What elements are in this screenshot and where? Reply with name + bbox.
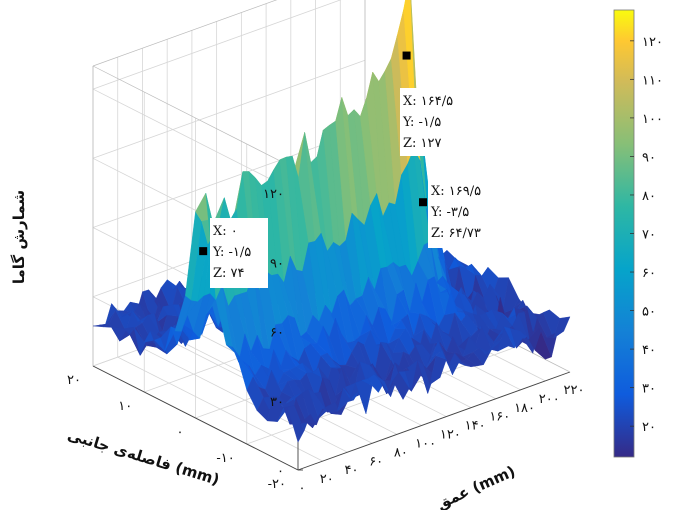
datatip-text: X: ۰ — [213, 224, 238, 239]
z-tick-label: ۳۰ — [270, 395, 284, 410]
colorbar: ۲۰ ۳۰ ۴۰ ۵۰ ۶۰ ۷۰ ۸۰ ۹۰ ۱۰۰ ۱۱۰ ۱۲۰ — [613, 9, 663, 458]
x-tick-label: ۱۴۰ — [465, 419, 486, 434]
x-tick-label: ۱۲۰ — [440, 428, 461, 443]
surface-patch — [355, 380, 373, 415]
datatip-text: X: ۱۶۴/۵ — [403, 94, 453, 109]
z-axis-title: شمارش گاما — [10, 190, 28, 284]
y-tick-label: ۲۰ — [67, 373, 81, 388]
colorbar-tick-label: ۳۰ — [642, 382, 656, 397]
datatip: X: ۰ Y: -۱/۵ Z: ۷۴ — [199, 218, 268, 288]
x-tick-label: ۴۰ — [344, 463, 358, 478]
z-tick-label: ۰ — [277, 464, 284, 479]
colorbar-tick-label: ۱۰۰ — [642, 112, 663, 127]
colorbar-tick-label: ۱۲۰ — [642, 35, 663, 50]
x-tick-label: ۲۰۰ — [539, 392, 560, 407]
datatip-text: X: ۱۶۹/۵ — [431, 184, 481, 199]
colorbar-tick-label: ۸۰ — [642, 189, 656, 204]
colorbar-tick-label: ۴۰ — [642, 343, 656, 358]
datatip-text: Y: -۱/۵ — [212, 245, 251, 260]
y-tick-label: -۱۰ — [216, 451, 234, 466]
datatip: X: ۱۶۴/۵ Y: -۱/۵ Z: ۱۲۷ — [400, 51, 460, 156]
colorbar-tick-label: ۵۰ — [642, 305, 656, 320]
axis-line — [92, 65, 299, 171]
x-axis-title: عمق (mm) — [434, 462, 518, 510]
colorbar-tick-label: ۱۱۰ — [642, 73, 663, 88]
colorbar-tick-label: ۲۰ — [642, 420, 656, 435]
colorbar-tick-label: ۹۰ — [642, 150, 656, 165]
datatip-box — [428, 178, 488, 248]
x-tick-label: ۱۶۰ — [489, 410, 510, 425]
axis-line — [92, 365, 299, 471]
y-tick-label: ۱۰ — [118, 399, 132, 414]
datatip-text: Z: ۷۴ — [213, 266, 245, 281]
y-tick-label: -۲۰ — [268, 477, 286, 492]
datatip-box — [210, 218, 268, 288]
surface-patch — [553, 316, 571, 339]
datatip-text: Y: -۱/۵ — [402, 115, 441, 130]
z-tick-label: ۱۲۰ — [263, 187, 284, 202]
x-tick-label: ۲۲۰ — [564, 383, 585, 398]
datatip-text: Z: ۶۴/۷۳ — [431, 226, 481, 241]
axis-line — [297, 371, 571, 471]
grid-line — [92, 0, 342, 90]
datatip: X: ۱۶۹/۵ Y: -۳/۵ Z: ۶۴/۷۳ — [419, 178, 488, 248]
x-tick-label: ۲۰ — [320, 472, 334, 487]
y-axis-title: فاصله‌ی جانبی (mm) — [65, 426, 221, 489]
datatip-marker — [402, 51, 411, 60]
datatip-marker — [419, 198, 428, 207]
datatip-text: Y: -۳/۵ — [430, 205, 469, 220]
x-tick-label: ۱۸۰ — [514, 401, 535, 416]
grid-line — [92, 59, 366, 159]
datatips: X: ۰Y: -۱/۵Z: ۷۴X: ۱۶۴/۵Y: -۱/۵Z: ۱۲۷X: … — [199, 51, 488, 288]
x-tick-label: ۸۰ — [394, 445, 408, 460]
datatip-text: Z: ۱۲۷ — [403, 136, 442, 151]
colorbar-tick-label: ۷۰ — [642, 228, 656, 243]
z-tick-label: ۶۰ — [270, 326, 284, 341]
z-tick-label: ۹۰ — [270, 256, 284, 271]
datatip-box — [400, 88, 460, 156]
x-tick-label: ۰ — [299, 481, 306, 496]
colorbar-tick-label: ۶۰ — [642, 266, 656, 281]
y-tick-label: ۰ — [177, 425, 184, 440]
x-tick-label: ۱۰۰ — [415, 436, 436, 451]
surface — [92, 0, 571, 443]
x-tick-label: ۶۰ — [369, 454, 383, 469]
axis-line — [92, 0, 278, 67]
datatip-marker — [199, 247, 208, 256]
